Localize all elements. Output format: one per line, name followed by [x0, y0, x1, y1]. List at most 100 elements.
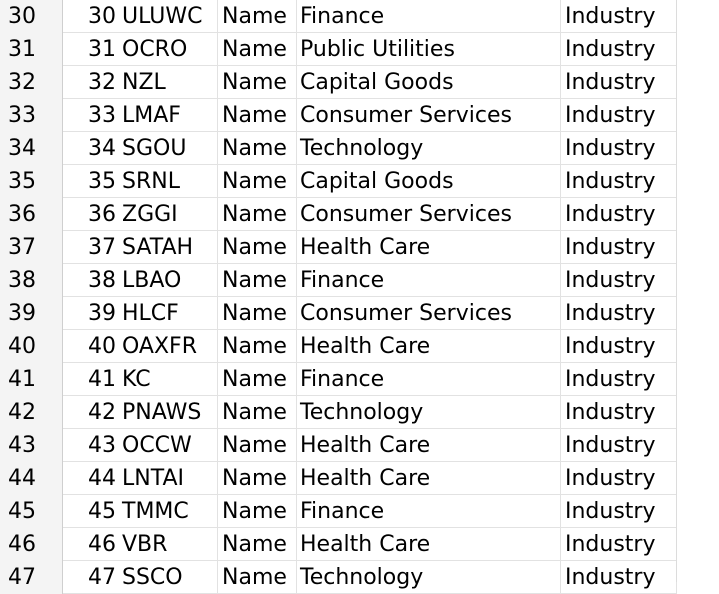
row-header[interactable]: 45 — [0, 495, 63, 528]
row-header[interactable]: 40 — [0, 330, 63, 363]
symbol-cell[interactable]: OAXFR — [119, 330, 218, 363]
industry-cell[interactable]: Industry — [561, 495, 677, 528]
sector-cell[interactable]: Health Care — [297, 462, 561, 495]
row-header[interactable]: 41 — [0, 363, 63, 396]
symbol-cell[interactable]: PNAWS — [119, 396, 218, 429]
sector-cell[interactable]: Health Care — [297, 429, 561, 462]
id-cell[interactable]: 47 — [88, 565, 116, 590]
row-header[interactable]: 39 — [0, 297, 63, 330]
industry-cell[interactable]: Industry — [561, 429, 677, 462]
name-cell[interactable]: Name — [218, 495, 297, 528]
industry-cell[interactable]: Industry — [561, 363, 677, 396]
sector-cell[interactable]: Technology — [297, 396, 561, 429]
symbol-cell[interactable]: SGOU — [119, 132, 218, 165]
industry-cell[interactable]: Industry — [561, 297, 677, 330]
table-row[interactable]: 47 47 SSCO Name Technology Industry — [0, 561, 677, 594]
industry-cell[interactable]: Industry — [561, 561, 677, 594]
symbol-cell[interactable]: SSCO — [119, 561, 218, 594]
table-row[interactable]: 37 37 SATAH Name Health Care Industry — [0, 231, 677, 264]
id-cell[interactable]: 31 — [88, 37, 116, 62]
row-header[interactable]: 31 — [0, 33, 63, 66]
row-header[interactable]: 47 — [0, 561, 63, 594]
row-header[interactable]: 37 — [0, 231, 63, 264]
symbol-cell[interactable]: SRNL — [119, 165, 218, 198]
table-row[interactable]: 44 44 LNTAI Name Health Care Industry — [0, 462, 677, 495]
sector-cell[interactable]: Health Care — [297, 231, 561, 264]
name-cell[interactable]: Name — [218, 429, 297, 462]
row-header[interactable]: 34 — [0, 132, 63, 165]
sector-cell[interactable]: Capital Goods — [297, 66, 561, 99]
industry-cell[interactable]: Industry — [561, 0, 677, 33]
industry-cell[interactable]: Industry — [561, 198, 677, 231]
table-row[interactable]: 38 38 LBAO Name Finance Industry — [0, 264, 677, 297]
row-header[interactable]: 38 — [0, 264, 63, 297]
name-cell[interactable]: Name — [218, 297, 297, 330]
row-header[interactable]: 30 — [0, 0, 63, 33]
table-row[interactable]: 45 45 TMMC Name Finance Industry — [0, 495, 677, 528]
industry-cell[interactable]: Industry — [561, 165, 677, 198]
symbol-cell[interactable]: KC — [119, 363, 218, 396]
industry-cell[interactable]: Industry — [561, 528, 677, 561]
table-row[interactable]: 31 31 OCRO Name Public Utilities Industr… — [0, 33, 677, 66]
symbol-cell[interactable]: OCCW — [119, 429, 218, 462]
name-cell[interactable]: Name — [218, 561, 297, 594]
name-cell[interactable]: Name — [218, 0, 297, 33]
table-row[interactable]: 35 35 SRNL Name Capital Goods Industry — [0, 165, 677, 198]
table-row[interactable]: 42 42 PNAWS Name Technology Industry — [0, 396, 677, 429]
row-header[interactable]: 46 — [0, 528, 63, 561]
name-cell[interactable]: Name — [218, 330, 297, 363]
sector-cell[interactable]: Health Care — [297, 330, 561, 363]
name-cell[interactable]: Name — [218, 363, 297, 396]
sector-cell[interactable]: Consumer Services — [297, 297, 561, 330]
industry-cell[interactable]: Industry — [561, 132, 677, 165]
industry-cell[interactable]: Industry — [561, 330, 677, 363]
sector-cell[interactable]: Finance — [297, 0, 561, 33]
table-row[interactable]: 43 43 OCCW Name Health Care Industry — [0, 429, 677, 462]
sector-cell[interactable]: Capital Goods — [297, 165, 561, 198]
name-cell[interactable]: Name — [218, 528, 297, 561]
row-header[interactable]: 36 — [0, 198, 63, 231]
table-row[interactable]: 36 36 ZGGI Name Consumer Services Indust… — [0, 198, 677, 231]
sector-cell[interactable]: Finance — [297, 363, 561, 396]
row-header[interactable]: 43 — [0, 429, 63, 462]
symbol-cell[interactable]: SATAH — [119, 231, 218, 264]
sector-cell[interactable]: Technology — [297, 561, 561, 594]
table-row[interactable]: 30 30 ULUWC Name Finance Industry — [0, 0, 677, 33]
row-header[interactable]: 35 — [0, 165, 63, 198]
id-cell[interactable]: 30 — [88, 4, 116, 29]
symbol-cell[interactable]: OCRO — [119, 33, 218, 66]
id-cell[interactable]: 40 — [88, 334, 116, 359]
table-row[interactable]: 40 40 OAXFR Name Health Care Industry — [0, 330, 677, 363]
industry-cell[interactable]: Industry — [561, 462, 677, 495]
name-cell[interactable]: Name — [218, 396, 297, 429]
name-cell[interactable]: Name — [218, 132, 297, 165]
symbol-cell[interactable]: LBAO — [119, 264, 218, 297]
industry-cell[interactable]: Industry — [561, 66, 677, 99]
symbol-cell[interactable]: VBR — [119, 528, 218, 561]
name-cell[interactable]: Name — [218, 264, 297, 297]
sector-cell[interactable]: Public Utilities — [297, 33, 561, 66]
sector-cell[interactable]: Finance — [297, 264, 561, 297]
symbol-cell[interactable]: LMAF — [119, 99, 218, 132]
sector-cell[interactable]: Health Care — [297, 528, 561, 561]
sector-cell[interactable]: Consumer Services — [297, 99, 561, 132]
name-cell[interactable]: Name — [218, 165, 297, 198]
symbol-cell[interactable]: ULUWC — [119, 0, 218, 33]
name-cell[interactable]: Name — [218, 462, 297, 495]
id-cell[interactable]: 45 — [88, 499, 116, 524]
id-cell[interactable]: 43 — [88, 433, 116, 458]
table-row[interactable]: 46 46 VBR Name Health Care Industry — [0, 528, 677, 561]
row-header[interactable]: 42 — [0, 396, 63, 429]
id-cell[interactable]: 39 — [88, 301, 116, 326]
table-row[interactable]: 34 34 SGOU Name Technology Industry — [0, 132, 677, 165]
name-cell[interactable]: Name — [218, 99, 297, 132]
id-cell[interactable]: 35 — [88, 169, 116, 194]
table-row[interactable]: 33 33 LMAF Name Consumer Services Indust… — [0, 99, 677, 132]
sector-cell[interactable]: Finance — [297, 495, 561, 528]
id-cell[interactable]: 42 — [88, 400, 116, 425]
name-cell[interactable]: Name — [218, 66, 297, 99]
industry-cell[interactable]: Industry — [561, 33, 677, 66]
id-cell[interactable]: 38 — [88, 268, 116, 293]
symbol-cell[interactable]: NZL — [119, 66, 218, 99]
table-row[interactable]: 32 32 NZL Name Capital Goods Industry — [0, 66, 677, 99]
